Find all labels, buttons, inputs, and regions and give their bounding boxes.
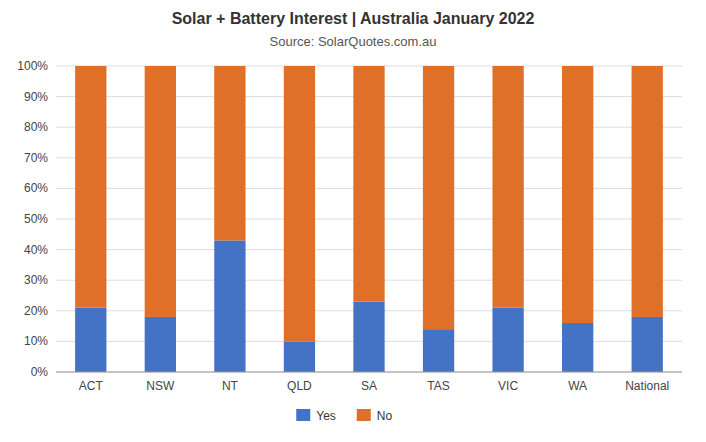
x-tick-label: NT <box>222 379 239 393</box>
legend-swatch <box>357 409 371 421</box>
y-tick-label: 50% <box>24 212 48 226</box>
legend-swatch <box>296 409 310 421</box>
bar <box>562 323 593 372</box>
legend-label: No <box>377 409 393 423</box>
background <box>0 0 706 442</box>
bar <box>632 317 663 372</box>
y-tick-label: 30% <box>24 273 48 287</box>
subtitle: Source: SolarQuotes.com.au <box>270 34 437 49</box>
x-tick-label: ACT <box>79 379 104 393</box>
y-tick-label: 80% <box>24 120 48 134</box>
x-tick-label: QLD <box>287 379 312 393</box>
x-tick-label: VIC <box>498 379 518 393</box>
x-tick-label: WA <box>568 379 587 393</box>
bar <box>423 329 454 372</box>
chart-svg: Solar + Battery Interest | Australia Jan… <box>0 0 706 442</box>
bar <box>284 341 315 372</box>
bar <box>214 240 245 372</box>
bar <box>145 317 176 372</box>
legend-label: Yes <box>316 409 336 423</box>
y-axis: 0% 10% 20% 30% 40% 50% 60% 70% 80% 90% 100% <box>17 59 682 379</box>
title: Solar + Battery Interest | Australia Jan… <box>172 10 535 27</box>
x-tick-label: National <box>625 379 669 393</box>
y-tick-label: 60% <box>24 181 48 195</box>
x-axis-line <box>56 372 682 373</box>
y-tick-label: 20% <box>24 304 48 318</box>
grid-line <box>56 372 682 373</box>
bar <box>562 66 593 323</box>
y-tick-label: 0% <box>31 365 49 379</box>
y-tick-label: 100% <box>17 59 48 73</box>
bar <box>492 308 523 372</box>
bar <box>284 66 315 341</box>
bar <box>632 66 663 317</box>
bar <box>353 66 384 302</box>
legend: Yes No <box>296 409 392 423</box>
bars <box>75 66 663 372</box>
x-tick-label: TAS <box>427 379 449 393</box>
bar <box>423 66 454 329</box>
y-tick-label: 90% <box>24 90 48 104</box>
x-tick-label: SA <box>361 379 377 393</box>
y-tick-label: 40% <box>24 243 48 257</box>
bar <box>75 308 106 372</box>
bar <box>353 302 384 372</box>
y-tick-label: 10% <box>24 334 48 348</box>
bar <box>492 66 523 308</box>
x-axis: ACT NSW NT QLD SA TAS VIC WA National <box>56 372 682 393</box>
bar <box>75 66 106 308</box>
x-tick-label: NSW <box>146 379 175 393</box>
bar <box>145 66 176 317</box>
bar <box>214 66 245 240</box>
chart-container: Solar + Battery Interest | Australia Jan… <box>0 0 706 442</box>
y-tick-label: 70% <box>24 151 48 165</box>
